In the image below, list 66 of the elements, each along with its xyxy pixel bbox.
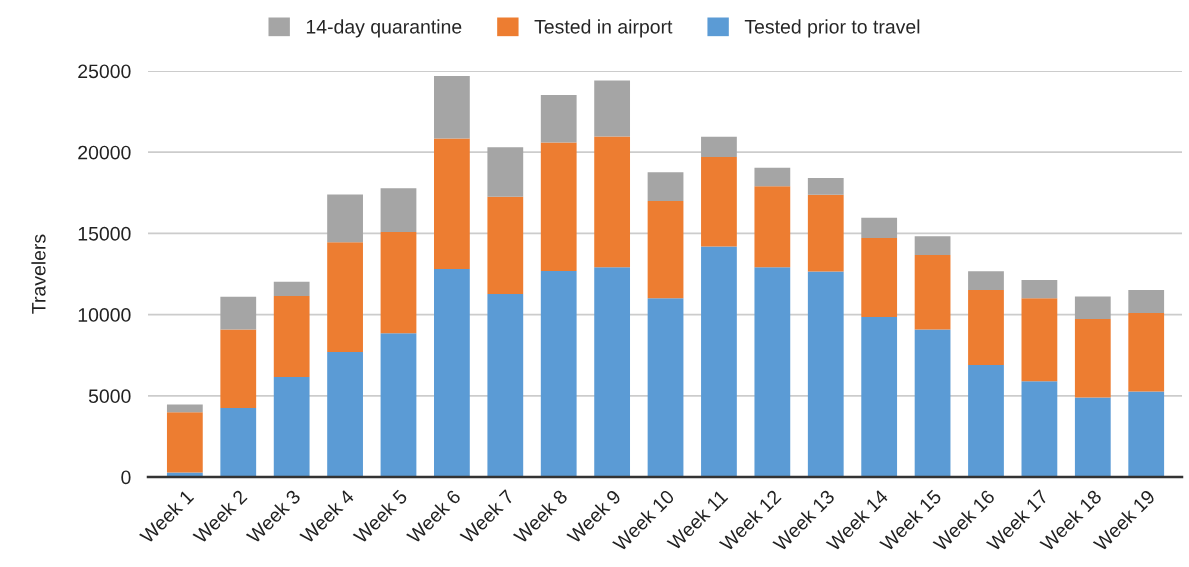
bar: [807, 271, 844, 477]
bar: [220, 296, 257, 330]
bar: [701, 157, 737, 247]
bar: [754, 167, 791, 187]
bar: [166, 404, 203, 413]
bar: [968, 364, 1004, 477]
bar: [220, 329, 257, 408]
bar: [647, 200, 684, 299]
bar: [594, 267, 631, 477]
bar: [380, 333, 417, 477]
bar: [327, 194, 363, 243]
bar: [1021, 280, 1058, 299]
bar: [914, 236, 951, 255]
bar: [1074, 318, 1111, 398]
bar: [540, 270, 577, 477]
bar: [647, 298, 684, 477]
bar: [487, 293, 524, 477]
bar: [1128, 289, 1165, 313]
bar: [861, 237, 898, 318]
legend-label: Tested prior to travel: [744, 19, 920, 38]
bar: [327, 351, 363, 477]
y-tick-label: 25000: [78, 64, 131, 79]
bar: [861, 317, 898, 477]
legend-label: Tested in airport: [534, 19, 673, 38]
bar: [273, 376, 310, 477]
bar: [701, 136, 737, 158]
bar: [540, 95, 577, 143]
legend-label: 14-day quarantine: [306, 19, 462, 38]
bar: [807, 178, 844, 195]
y-tick-label: 15000: [78, 226, 131, 241]
bar: [434, 138, 470, 269]
y-tick-label: 5000: [88, 389, 131, 404]
bar: [1074, 296, 1111, 319]
bar: [861, 217, 898, 238]
bar: [1128, 312, 1165, 392]
bar: [914, 329, 951, 477]
bar: [273, 295, 310, 377]
y-tick-label: 20000: [78, 145, 131, 160]
bar: [914, 255, 951, 330]
bar: [380, 188, 417, 232]
y-tick-label: 10000: [78, 308, 131, 322]
bar: [754, 186, 791, 268]
bar: [487, 196, 524, 294]
bar: [220, 407, 257, 477]
bar: [701, 246, 737, 477]
bar: [594, 136, 631, 268]
bar: [380, 231, 417, 334]
bar: [434, 268, 470, 477]
bar: [968, 289, 1004, 365]
bar: [327, 242, 363, 352]
bar: [647, 172, 684, 201]
bar: [273, 281, 310, 296]
bar: [807, 194, 844, 272]
y-axis-title: Travelers: [31, 234, 46, 314]
bar: [166, 412, 203, 473]
bar: [434, 76, 470, 139]
y-tick-label: 0: [121, 470, 131, 485]
bar: [594, 80, 631, 137]
bar: [1021, 298, 1058, 382]
bar: [1021, 381, 1058, 477]
bar: [540, 142, 577, 271]
bar: [487, 147, 524, 197]
bar: [968, 271, 1004, 290]
bar: [754, 267, 791, 477]
bar: [1128, 391, 1165, 477]
bar: [1074, 397, 1111, 477]
